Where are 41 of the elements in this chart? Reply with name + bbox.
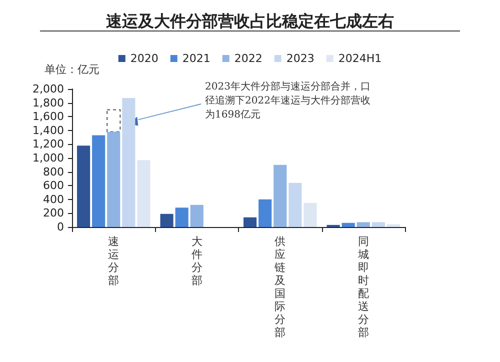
bar bbox=[122, 98, 136, 227]
legend-label: 2022 bbox=[234, 52, 262, 65]
legend-label: 2024H1 bbox=[338, 52, 382, 65]
bar bbox=[92, 135, 106, 227]
bar bbox=[258, 199, 272, 227]
bar bbox=[288, 182, 302, 227]
y-tick-label: 2,000 bbox=[32, 82, 64, 96]
bar bbox=[175, 208, 188, 227]
bar bbox=[274, 164, 287, 227]
y-tick-label: 1,200 bbox=[32, 138, 64, 151]
chart-title: 速运及大件分部营收占比稳定在七成左右 bbox=[106, 12, 394, 30]
legend-label: 2020 bbox=[130, 52, 158, 65]
y-tick-label: 600 bbox=[43, 179, 64, 192]
bar bbox=[106, 109, 121, 132]
x-tick-label: 速运分部 bbox=[108, 235, 120, 287]
y-tick-label: 1,400 bbox=[32, 124, 64, 137]
y-tick-label: 800 bbox=[43, 165, 64, 178]
bar bbox=[304, 202, 317, 227]
y-tick-label: 400 bbox=[43, 192, 64, 206]
bar bbox=[160, 214, 174, 227]
annotation: 2023年大件分部与速运分部合并，口径追溯下2022年速运与大件分部营收为1698亿元 bbox=[205, 80, 370, 120]
x-tick-label: 大件分部 bbox=[191, 235, 202, 287]
bar bbox=[137, 160, 150, 227]
x-tick-label: 供应链及国际分部 bbox=[274, 235, 286, 339]
y-tick-label: 1,000 bbox=[32, 152, 64, 164]
bar bbox=[342, 222, 355, 227]
bar bbox=[190, 204, 204, 227]
x-tick-label: 同城即时配送分部 bbox=[356, 235, 369, 339]
legend-label: 2023 bbox=[286, 52, 314, 65]
bar bbox=[107, 132, 120, 227]
bar bbox=[356, 222, 370, 227]
legend-label: 2021 bbox=[182, 52, 210, 65]
y-tick-label: 0 bbox=[57, 220, 64, 234]
y-tick-label: 200 bbox=[43, 206, 64, 220]
bar bbox=[386, 224, 400, 227]
y-axis-title: 单位：亿元 bbox=[44, 63, 100, 76]
y-tick-label: 1,600 bbox=[32, 110, 64, 124]
bar bbox=[243, 217, 257, 227]
y-tick-label: 1,800 bbox=[32, 96, 64, 110]
bar bbox=[76, 146, 90, 227]
bar bbox=[372, 222, 385, 227]
